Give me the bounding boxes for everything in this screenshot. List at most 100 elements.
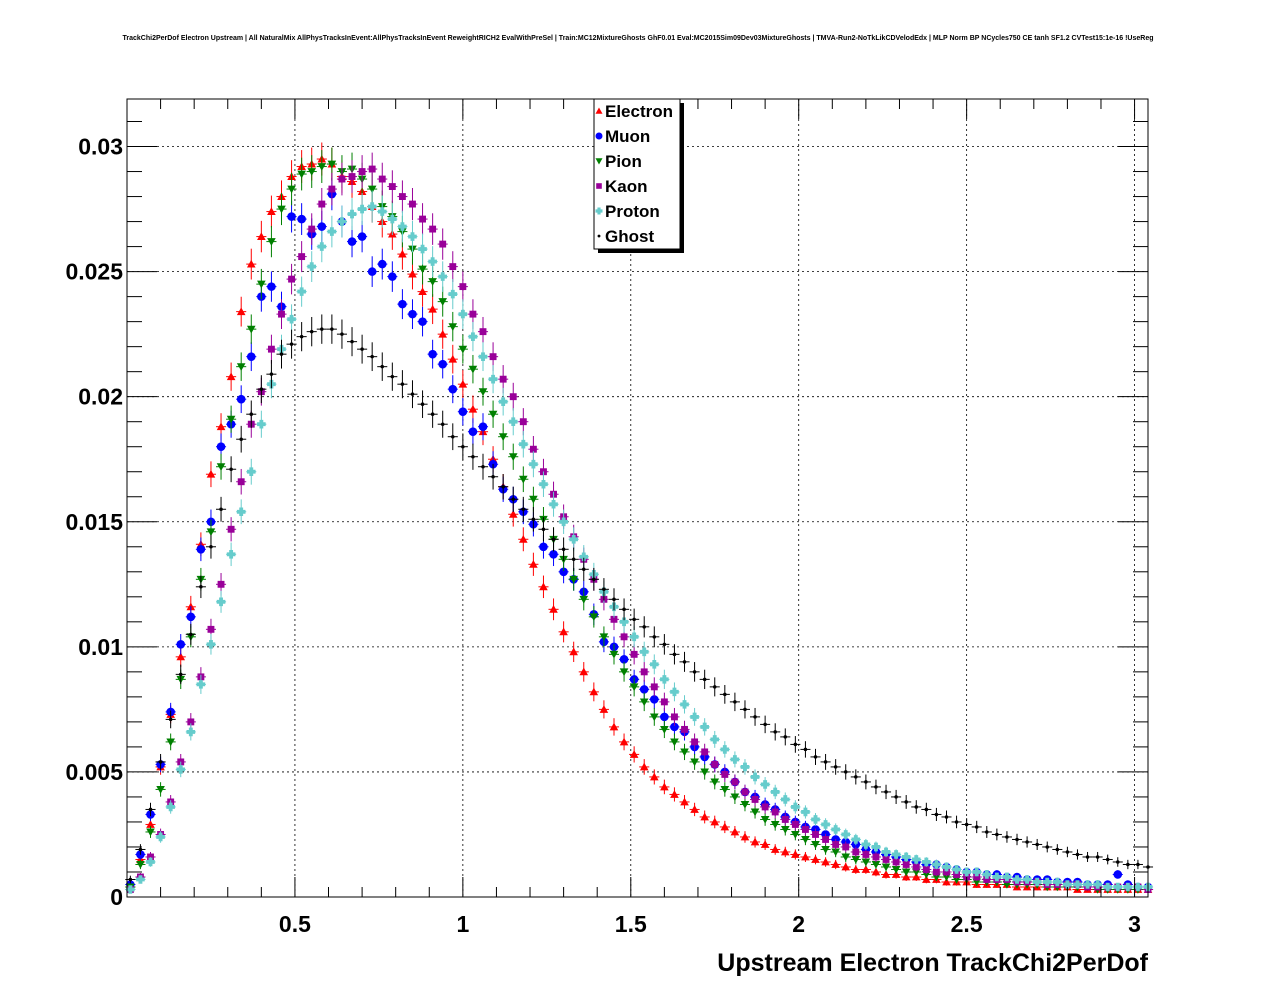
data-point <box>478 352 488 361</box>
legend-box <box>593 98 681 250</box>
data-point <box>901 852 911 862</box>
data-point <box>288 275 296 283</box>
data-point <box>166 738 175 747</box>
data-point <box>156 832 165 842</box>
data-point <box>409 200 416 208</box>
data-point <box>672 652 677 657</box>
data-point <box>398 249 407 258</box>
data-point <box>337 217 347 226</box>
data-point <box>1032 877 1042 887</box>
data-point <box>478 388 488 396</box>
data-point <box>368 165 376 173</box>
data-point <box>1002 872 1012 882</box>
data-point <box>942 873 951 882</box>
data-point <box>1083 880 1092 889</box>
data-point <box>488 410 498 419</box>
data-point <box>236 394 246 404</box>
data-point <box>632 617 636 622</box>
data-point <box>176 640 186 649</box>
data-point <box>539 582 548 591</box>
data-point <box>249 412 254 416</box>
data-point <box>388 214 397 224</box>
data-point <box>529 445 537 453</box>
data-point <box>509 393 517 401</box>
data-point <box>367 202 377 211</box>
data-point <box>398 299 407 309</box>
data-point <box>912 863 920 871</box>
data-point <box>267 345 275 353</box>
data-point <box>206 640 216 649</box>
data-point <box>209 545 213 549</box>
data-point <box>914 805 919 809</box>
data-point <box>128 877 133 882</box>
data-point <box>660 675 669 684</box>
data-point <box>639 685 649 694</box>
data-point <box>811 815 820 824</box>
data-point <box>511 497 515 502</box>
data-point <box>620 633 628 641</box>
data-point <box>943 868 950 876</box>
data-point <box>952 876 961 884</box>
data-point <box>681 725 688 733</box>
data-point <box>812 831 819 838</box>
data-point <box>622 607 626 612</box>
data-point <box>922 866 930 873</box>
data-point <box>579 667 589 676</box>
data-point <box>599 705 609 713</box>
data-point <box>881 847 891 857</box>
y-tick-label: 0.03 <box>78 134 123 160</box>
data-point <box>458 309 468 319</box>
data-point <box>451 434 455 439</box>
data-point <box>216 597 226 607</box>
data-point <box>723 692 727 697</box>
data-point <box>519 418 527 426</box>
data-point <box>963 873 971 881</box>
data-point <box>690 758 699 767</box>
data-point <box>308 225 316 233</box>
data-point <box>408 232 417 241</box>
data-point <box>428 257 437 266</box>
x-tick-label: 1.5 <box>615 911 647 937</box>
data-point <box>801 836 810 844</box>
series-proton <box>125 190 1154 894</box>
data-point <box>642 625 646 629</box>
data-point <box>753 715 757 719</box>
data-point <box>438 329 448 338</box>
data-point <box>972 867 982 877</box>
data-point <box>539 479 548 489</box>
data-point <box>891 866 901 874</box>
data-point <box>440 422 445 426</box>
data-point <box>1022 875 1032 884</box>
data-point <box>760 840 770 848</box>
data-point <box>791 802 800 812</box>
x-tick-label: 2 <box>792 911 805 937</box>
data-point <box>259 387 264 391</box>
data-point <box>429 225 437 233</box>
data-point <box>750 837 760 846</box>
data-point <box>408 309 417 319</box>
data-point <box>821 857 830 866</box>
data-point <box>793 742 798 747</box>
data-point <box>874 785 878 789</box>
data-point <box>1055 847 1060 852</box>
x-tick-label: 0.5 <box>279 911 311 937</box>
data-point <box>469 310 477 318</box>
data-point <box>822 836 830 843</box>
data-point <box>992 872 1002 882</box>
data-point <box>551 537 556 542</box>
data-point <box>660 698 668 706</box>
data-point <box>1123 882 1133 892</box>
data-point <box>299 334 304 339</box>
data-point <box>357 232 367 241</box>
data-point <box>861 858 871 867</box>
data-point <box>418 317 427 326</box>
series-ghost <box>125 314 1154 884</box>
data-point <box>582 567 586 572</box>
data-point <box>277 205 286 214</box>
data-point <box>1133 882 1143 892</box>
data-point <box>158 760 163 764</box>
data-point <box>843 770 848 774</box>
data-point <box>377 207 387 216</box>
data-point <box>904 800 908 804</box>
data-point <box>508 417 518 427</box>
